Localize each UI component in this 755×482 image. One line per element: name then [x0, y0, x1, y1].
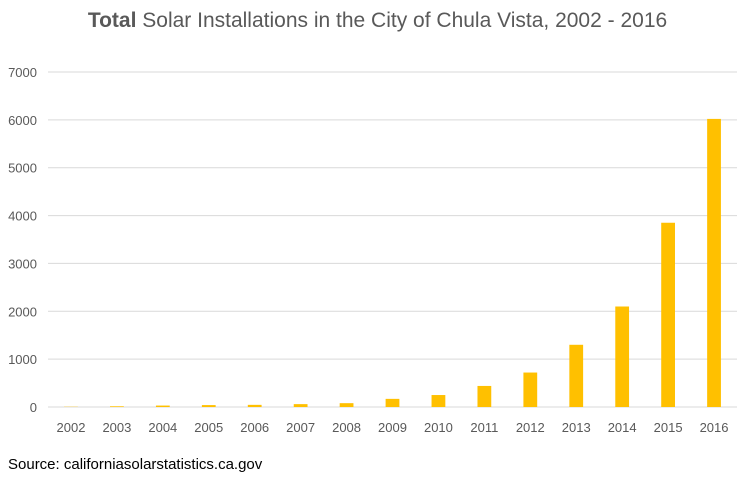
bar [155, 405, 170, 407]
x-tick-label: 2010 [424, 420, 453, 435]
x-tick-label: 2015 [654, 420, 683, 435]
chart-title-bold: Total [87, 9, 137, 32]
x-tick-label: 2014 [608, 420, 637, 435]
x-tick-label: 2004 [148, 420, 177, 435]
x-tick-label: 2011 [470, 420, 498, 435]
x-tick-label: 2009 [378, 420, 407, 435]
bar [661, 222, 675, 407]
y-tick-label: 5000 [8, 161, 37, 176]
bar [569, 344, 584, 407]
bar [615, 306, 630, 407]
y-tick-label: 0 [30, 400, 37, 415]
x-tick-label: 2013 [562, 420, 591, 435]
bar [523, 372, 538, 407]
chart-title: Total Solar Installations in the City of… [0, 9, 755, 33]
bar [339, 403, 354, 407]
y-tick-label: 7000 [8, 65, 37, 80]
x-tick-label: 2008 [332, 420, 361, 435]
bar [385, 398, 400, 407]
x-tick-label: 2016 [700, 420, 729, 435]
y-tick-label: 3000 [8, 256, 37, 271]
chart-title-rest: Solar Installations in the City of Chula… [136, 9, 668, 32]
y-tick-label: 1000 [8, 352, 37, 367]
bar [110, 406, 124, 407]
source-note: Source: californiasolarstatistics.ca.gov [8, 456, 263, 473]
x-tick-label: 2002 [57, 420, 86, 435]
bar [201, 405, 216, 407]
x-tick-label: 2007 [286, 420, 315, 435]
y-tick-label: 4000 [8, 209, 37, 224]
bar [247, 404, 262, 407]
x-tick-label: 2006 [240, 420, 269, 435]
bar [293, 404, 308, 407]
y-tick-label: 2000 [8, 304, 37, 319]
x-tick-label: 2003 [102, 420, 131, 435]
bar [431, 395, 446, 407]
bar [707, 118, 721, 408]
x-tick-label: 2005 [194, 420, 223, 435]
x-tick-label: 2012 [516, 420, 545, 435]
bar [477, 385, 492, 407]
y-tick-label: 6000 [8, 113, 37, 128]
